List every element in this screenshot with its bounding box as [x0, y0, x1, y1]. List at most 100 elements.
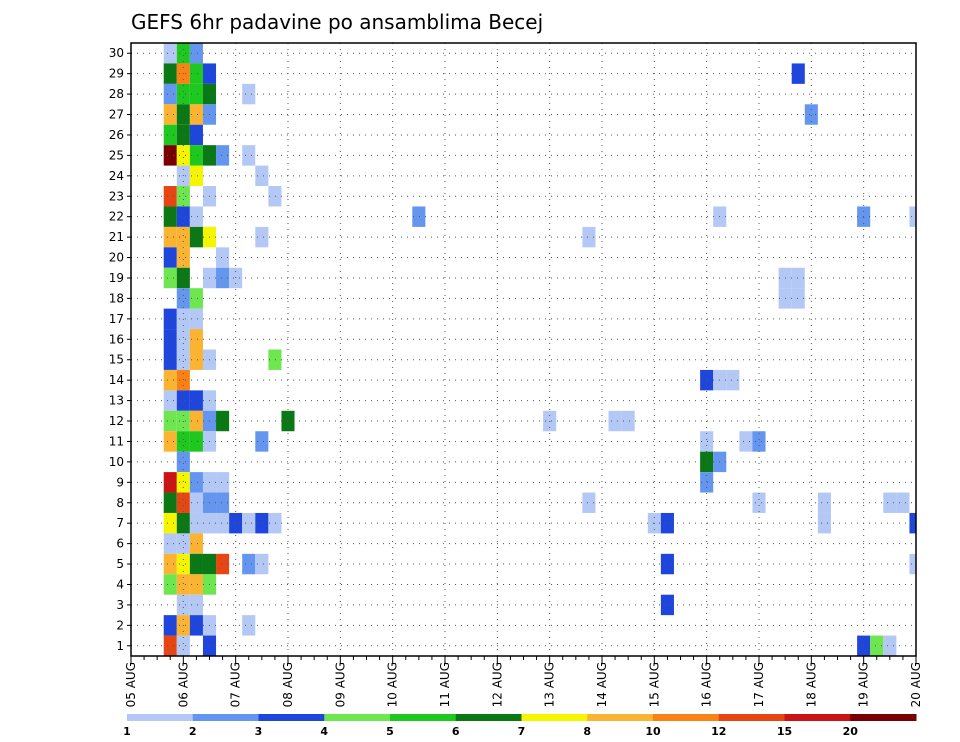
colorbar-swatch — [192, 714, 259, 721]
heatmap-cell — [189, 574, 203, 595]
y-tick-label: 2 — [116, 618, 124, 632]
heatmap-cell — [163, 63, 177, 84]
heatmap-cell — [176, 145, 190, 166]
heatmap-cell — [176, 206, 190, 227]
heatmap-cell — [163, 43, 177, 64]
heatmap-cell — [176, 369, 190, 391]
heatmap-cell — [176, 594, 190, 616]
heatmap-cell — [189, 83, 203, 105]
heatmap-cell — [176, 247, 190, 268]
heatmap-cell — [189, 492, 203, 513]
heatmap-cell — [216, 410, 230, 432]
heatmap-cell — [189, 308, 203, 330]
colorbar-swatch — [390, 714, 457, 721]
heatmap-cell — [791, 267, 805, 289]
heatmap-cell — [189, 553, 203, 575]
x-tick-label: 17 AUG — [752, 662, 766, 707]
colorbar: 1 2 3 4 5 6 7 8 10 12 15 20 — [123, 714, 917, 738]
heatmap-cell — [176, 553, 190, 575]
heatmap-cell — [189, 124, 203, 146]
x-tick-label: 14 AUG — [595, 662, 609, 707]
heatmap-cell — [700, 431, 714, 452]
heatmap-cell — [163, 615, 177, 636]
heatmap-cell — [255, 431, 269, 452]
heatmap-cell — [189, 104, 203, 125]
colorbar-tick-label: 8 — [583, 725, 591, 738]
heatmap-cell — [176, 43, 190, 64]
x-tick-label: 19 AUG — [857, 662, 871, 707]
colorbar-swatch — [127, 714, 194, 721]
colorbar-tick-label: 15 — [777, 725, 792, 738]
heatmap-cell — [660, 512, 674, 534]
heatmap-cell — [163, 145, 177, 166]
chart-title: GEFS 6hr padavine po ansamblima Becej — [131, 10, 543, 34]
y-tick-label: 29 — [109, 67, 124, 81]
heatmap-cell — [189, 43, 203, 64]
heatmap-cell — [163, 492, 177, 513]
x-tick-label: 09 AUG — [333, 662, 347, 707]
heatmap-cell — [176, 390, 190, 411]
y-tick-label: 21 — [109, 230, 124, 244]
heatmap-cell — [216, 247, 230, 268]
y-tick-label: 28 — [109, 87, 124, 101]
heatmap-cell — [163, 329, 177, 350]
heatmap-cell — [268, 186, 282, 207]
y-tick-label: 12 — [109, 414, 124, 428]
heatmap-cell — [163, 226, 177, 248]
x-tick-label: 08 AUG — [281, 662, 295, 707]
y-tick-label: 22 — [109, 210, 124, 224]
heatmap-cell — [176, 288, 190, 309]
y-tick-label: 30 — [109, 46, 124, 60]
heatmap-cell — [163, 186, 177, 207]
y-tick-label: 1 — [116, 639, 124, 653]
heatmap-cell — [189, 145, 203, 166]
heatmap-cell — [189, 226, 203, 248]
heatmap-cell — [189, 288, 203, 309]
heatmap-cell — [163, 533, 177, 554]
colorbar-tick-label: 5 — [386, 725, 394, 738]
heatmap-cell — [883, 635, 897, 656]
heatmap-cell — [242, 553, 256, 575]
x-tick-label: 10 AUG — [386, 662, 400, 707]
heatmap-cell — [804, 104, 818, 125]
colorbar-tick-label: 2 — [189, 725, 197, 738]
heatmap-cell — [163, 308, 177, 330]
heatmap-cell — [216, 492, 230, 513]
x-axis: 05 AUG 06 AUG 07 AUG 08 AUG 09 AUG 10 AUG 11 A… — [124, 656, 923, 707]
heatmap-cell — [909, 512, 916, 534]
y-tick-label: 24 — [109, 169, 124, 183]
y-tick-label: 7 — [116, 516, 124, 530]
heatmap-cell — [621, 410, 635, 432]
heatmap-cells — [163, 43, 916, 656]
colorbar-swatch — [455, 714, 522, 721]
heatmap-cell — [752, 492, 766, 513]
colorbar-tick-label: 3 — [255, 725, 263, 738]
colorbar-tick-label: 7 — [518, 725, 526, 738]
y-tick-label: 10 — [109, 455, 124, 469]
heatmap-cell — [255, 553, 269, 575]
heatmap-cell — [870, 635, 884, 656]
y-tick-label: 9 — [116, 475, 124, 489]
heatmap-cell — [752, 431, 766, 452]
y-tick-label: 13 — [109, 394, 124, 408]
heatmap-cell — [896, 492, 910, 513]
y-tick-label: 26 — [109, 128, 124, 142]
heatmap-cell — [216, 553, 230, 575]
heatmap-cell — [176, 635, 190, 656]
heatmap-cell — [582, 226, 596, 248]
heatmap-cell — [700, 369, 714, 391]
heatmap-cell — [176, 431, 190, 452]
y-tick-label: 8 — [116, 496, 124, 510]
heatmap-cell — [176, 492, 190, 513]
heatmap-cell — [791, 63, 805, 84]
heatmap-cell — [817, 492, 831, 513]
heatmap-cell — [163, 472, 177, 493]
heatmap-cell — [255, 165, 269, 187]
heatmap-cell — [242, 145, 256, 166]
heatmap-cell — [189, 615, 203, 636]
colorbar-swatch — [587, 714, 654, 721]
heatmap-cell — [660, 553, 674, 575]
colorbar-tick-label: 12 — [711, 725, 726, 738]
heatmap-cell — [216, 267, 230, 289]
